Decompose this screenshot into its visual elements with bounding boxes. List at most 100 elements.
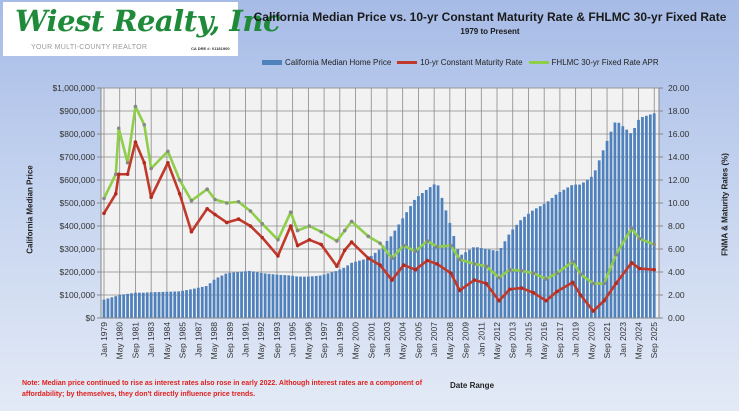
price-bar — [373, 252, 377, 318]
price-bar — [417, 196, 420, 318]
x-tick-label: Sep 2021 — [602, 322, 612, 359]
price-bar — [605, 140, 609, 318]
treasury-10yr-point — [507, 287, 512, 292]
price-bar — [110, 297, 114, 318]
fhlmc-30yr-point — [260, 221, 264, 226]
price-bar — [542, 204, 546, 318]
price-bar — [586, 179, 589, 318]
treasury-10yr-point — [225, 220, 229, 225]
fhlmc-30yr-point — [225, 201, 229, 205]
price-bar — [326, 273, 330, 318]
price-bar — [126, 293, 129, 318]
treasury-10yr-point — [205, 206, 209, 211]
x-tick-label: May 1984 — [162, 322, 172, 360]
price-bar — [216, 277, 220, 318]
price-bar — [593, 170, 597, 318]
x-tick-label: Sep 1993 — [272, 322, 282, 359]
price-bar — [189, 289, 192, 318]
price-bar — [232, 272, 236, 318]
treasury-10yr-point — [166, 160, 170, 165]
treasury-10yr-point — [544, 298, 548, 303]
price-bar — [432, 184, 436, 318]
y-tick-label-left: $1,000,000 — [52, 83, 95, 93]
price-bar — [200, 286, 204, 318]
y-tick-label-left: $500,000 — [60, 198, 96, 208]
fhlmc-30yr-point — [555, 271, 559, 275]
price-bar — [448, 222, 452, 318]
fhlmc-30yr-point — [205, 187, 209, 191]
fhlmc-30yr-point — [591, 281, 596, 286]
price-bar — [531, 210, 534, 318]
fhlmc-30yr-point — [307, 224, 312, 228]
treasury-10yr-point — [213, 212, 217, 217]
price-bar — [279, 274, 283, 318]
legend-swatch-price — [262, 60, 282, 65]
price-bar — [377, 249, 381, 318]
treasury-10yr-point — [133, 140, 138, 144]
x-tick-label: Jan 2007 — [429, 322, 439, 357]
price-bar — [385, 240, 389, 318]
price-bar — [185, 290, 188, 318]
y-tick-label-right: 2.00 — [668, 290, 685, 300]
x-tick-label: May 2012 — [492, 322, 502, 360]
y-tick-label-left: $100,000 — [60, 290, 96, 300]
price-bar — [165, 291, 169, 318]
y-tick-label-right: 14.00 — [668, 152, 690, 162]
price-bar — [303, 276, 306, 318]
price-bar — [271, 274, 275, 318]
treasury-10yr-point — [142, 160, 147, 165]
treasury-10yr-point — [189, 229, 194, 234]
price-bar — [310, 276, 314, 318]
price-bar — [491, 250, 495, 318]
fhlmc-30yr-point — [531, 271, 536, 275]
price-bar — [137, 292, 141, 318]
fhlmc-30yr-point — [276, 238, 280, 242]
price-bar — [475, 247, 479, 318]
fhlmc-30yr-point — [319, 229, 323, 234]
x-tick-label: Sep 2017 — [555, 322, 565, 359]
x-tick-label: May 1980 — [115, 322, 125, 360]
price-bar — [511, 229, 515, 318]
price-bar — [546, 201, 550, 318]
treasury-10yr-point — [113, 192, 118, 196]
price-bar — [369, 255, 373, 318]
x-tick-label: Sep 1997 — [319, 322, 329, 359]
price-bar — [456, 249, 460, 318]
x-tick-label: Jan 1995 — [288, 322, 298, 357]
fhlmc-30yr-point — [349, 219, 354, 224]
price-bar — [550, 197, 554, 318]
price-bar — [334, 271, 338, 318]
x-tick-label: Sep 1981 — [130, 322, 140, 359]
price-bar — [487, 249, 491, 318]
y-tick-label-right: 6.00 — [668, 244, 685, 254]
fhlmc-30yr-point — [149, 166, 153, 171]
treasury-10yr-point — [413, 267, 418, 272]
treasury-10yr-point — [602, 298, 606, 303]
price-bar — [617, 122, 621, 318]
price-bar — [220, 275, 224, 318]
fhlmc-30yr-point — [484, 264, 489, 269]
price-bar — [161, 291, 165, 318]
price-bar — [562, 189, 566, 318]
price-bar — [295, 276, 298, 318]
fhlmc-30yr-point — [133, 104, 138, 109]
x-tick-label: Jan 2019 — [571, 322, 581, 357]
price-bar — [436, 185, 440, 318]
x-tick-label: Sep 2009 — [461, 322, 471, 359]
price-bar — [574, 184, 578, 318]
y-tick-label-right: 16.00 — [668, 129, 690, 139]
x-axis-label: Date Range — [450, 381, 495, 390]
price-bar — [212, 279, 216, 318]
fhlmc-30yr-point — [125, 160, 130, 165]
y-tick-label-left: $900,000 — [60, 106, 96, 116]
treasury-10yr-point — [116, 172, 121, 177]
price-bar — [291, 275, 295, 318]
price-bar — [558, 192, 562, 318]
price-bar — [633, 127, 636, 319]
fhlmc-30yr-point — [342, 228, 347, 233]
x-tick-label: May 1988 — [209, 322, 219, 360]
price-bar — [428, 187, 432, 318]
y-tick-label-right: 18.00 — [668, 106, 690, 116]
price-bar — [601, 150, 605, 318]
price-bar — [299, 276, 302, 318]
